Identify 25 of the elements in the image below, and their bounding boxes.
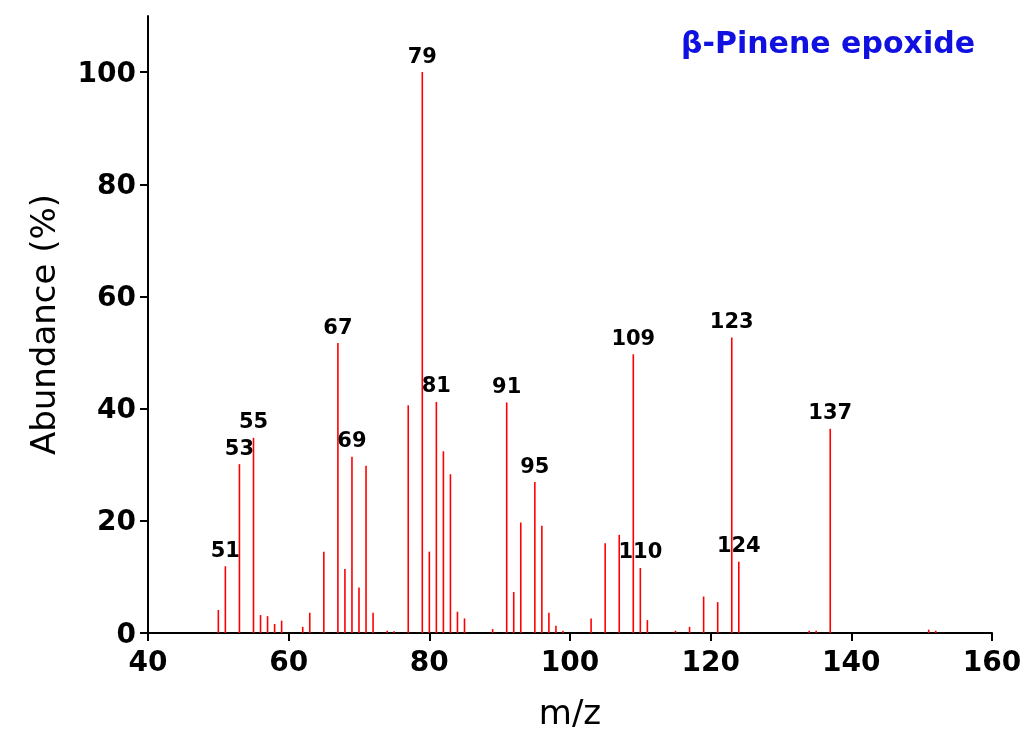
annotation: 79 — [407, 43, 437, 68]
y-axis-title: Abundance (%) — [23, 193, 63, 456]
annotation: 137 — [808, 400, 853, 425]
x-axis-title: m/z — [538, 692, 602, 732]
chart-title: β-Pinene epoxide — [681, 24, 975, 60]
y-tick-label: 60 — [97, 279, 136, 313]
x-tick-label: 100 — [540, 644, 600, 678]
x-tick-label: 160 — [962, 644, 1022, 678]
x-tick-label: 120 — [681, 644, 740, 678]
annotation: 95 — [520, 453, 550, 478]
annotation: 55 — [238, 409, 269, 434]
annotation: 109 — [611, 325, 656, 350]
y-tick-label: 40 — [97, 392, 136, 426]
annotation: 91 — [492, 373, 522, 398]
y-tick-label: 100 — [77, 55, 136, 89]
annotation: 81 — [421, 373, 451, 398]
annotation: 51 — [210, 537, 240, 562]
annotation: 67 — [323, 314, 353, 339]
x-tick-label: 80 — [409, 644, 449, 678]
y-tick-label: 20 — [97, 504, 136, 538]
x-tick-label: 60 — [269, 644, 309, 678]
y-tick-label: 80 — [97, 167, 136, 201]
annotation: 53 — [224, 435, 255, 460]
annotation: 123 — [709, 308, 754, 333]
x-tick-label: 140 — [822, 644, 881, 678]
